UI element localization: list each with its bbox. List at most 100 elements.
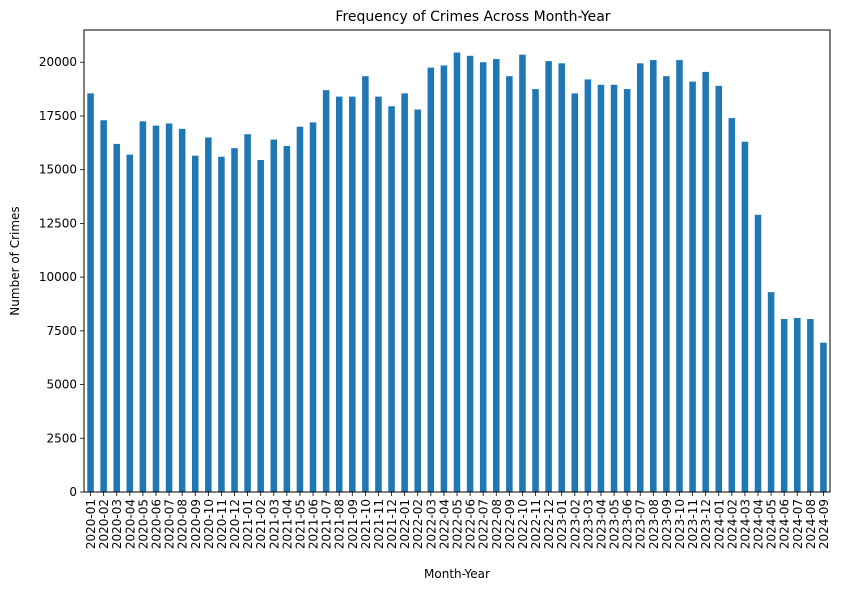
chart-title: Frequency of Crimes Across Month-Year <box>335 9 610 25</box>
x-tick-label: 2021-10 <box>359 499 373 549</box>
x-tick-label: 2020-02 <box>97 499 111 549</box>
x-tick-label: 2022-09 <box>503 499 517 549</box>
bar-2021-09 <box>349 96 356 493</box>
x-tick-label: 2021-12 <box>385 499 399 549</box>
bar-2023-10 <box>676 60 683 492</box>
y-tick-label: 17500 <box>39 109 77 123</box>
bar-2024-01 <box>715 85 723 493</box>
x-tick-label: 2023-02 <box>568 499 582 549</box>
bar-2022-01 <box>401 93 408 492</box>
bar-2023-05 <box>610 84 618 493</box>
bar-2020-03 <box>113 143 120 492</box>
bar-2022-10 <box>519 54 526 493</box>
bar-2021-12 <box>388 106 395 492</box>
bar-2020-04 <box>126 154 134 492</box>
bar-2020-05 <box>139 121 147 492</box>
x-axis: 2020-01 2020-02 2020-03 2020-04 2020-05 2020-… <box>84 492 831 549</box>
y-tick-label: 7500 <box>46 324 77 338</box>
x-tick-label: 2023-07 <box>634 499 648 549</box>
bar-2023-08 <box>650 60 657 492</box>
bar-2024-04 <box>754 214 762 493</box>
x-tick-label: 2020-09 <box>189 499 203 549</box>
x-tick-label: 2022-12 <box>542 499 556 549</box>
bar-2023-02 <box>571 93 579 492</box>
bar-2023-07 <box>636 63 644 493</box>
bar-2024-07 <box>794 317 801 492</box>
bar-2020-10 <box>205 137 212 492</box>
x-tick-label: 2024-03 <box>738 499 752 549</box>
x-tick-label: 2023-05 <box>608 499 622 549</box>
bar-2021-04 <box>283 146 291 493</box>
x-tick-label: 2022-08 <box>490 499 504 549</box>
x-tick-label: 2020-04 <box>123 499 137 549</box>
y-tick-label: 5000 <box>46 378 77 392</box>
y-axis-label: Number of Crimes <box>8 206 22 315</box>
x-tick-label: 2022-05 <box>451 499 465 549</box>
x-tick-label: 2023-12 <box>699 499 713 549</box>
y-tick-label: 2500 <box>46 431 77 445</box>
y-tick-label: 0 <box>69 485 77 499</box>
bars-group <box>87 52 827 493</box>
x-tick-label: 2023-11 <box>686 499 700 549</box>
bar-2021-01 <box>244 134 251 492</box>
bar-2020-06 <box>152 125 160 493</box>
bar-2023-01 <box>558 63 565 493</box>
bar-2022-08 <box>492 59 500 492</box>
bar-2021-07 <box>322 90 330 493</box>
x-tick-label: 2021-04 <box>280 499 294 549</box>
x-tick-label: 2020-05 <box>136 499 150 549</box>
x-tick-label: 2021-02 <box>254 499 268 549</box>
bar-2021-11 <box>375 96 382 493</box>
x-tick-label: 2023-04 <box>594 499 608 549</box>
x-tick-label: 2020-01 <box>84 499 98 549</box>
bar-2020-01 <box>87 93 94 492</box>
x-tick-label: 2024-04 <box>752 499 766 549</box>
x-tick-label: 2024-07 <box>791 499 805 549</box>
bar-2021-08 <box>335 96 343 493</box>
bar-2022-11 <box>532 89 539 492</box>
bar-2021-03 <box>270 139 278 492</box>
x-tick-label: 2023-09 <box>660 499 674 549</box>
bar-2023-09 <box>663 76 670 492</box>
bar-2024-06 <box>780 319 788 492</box>
x-tick-label: 2021-09 <box>346 499 360 549</box>
x-tick-label: 2020-08 <box>176 499 190 549</box>
bar-2023-04 <box>597 84 605 493</box>
plot-frame <box>83 29 831 493</box>
x-tick-label: 2023-03 <box>581 499 595 549</box>
x-tick-label: 2020-03 <box>110 499 124 549</box>
bar-2022-12 <box>545 61 552 492</box>
bar-2022-09 <box>506 76 513 492</box>
x-tick-label: 2022-02 <box>411 499 425 549</box>
bar-2023-12 <box>702 71 709 493</box>
x-tick-label: 2022-11 <box>529 499 543 549</box>
x-tick-label: 2021-01 <box>241 499 255 549</box>
bar-2020-08 <box>178 128 186 492</box>
x-tick-label: 2020-06 <box>149 499 163 549</box>
y-tick-label: 20000 <box>39 55 77 69</box>
x-tick-label: 2021-06 <box>307 499 321 549</box>
x-tick-label: 2022-03 <box>424 499 438 549</box>
x-tick-label: 2024-08 <box>804 499 818 549</box>
bar-2020-02 <box>100 120 107 492</box>
y-tick-label: 15000 <box>39 163 77 177</box>
x-tick-label: 2022-10 <box>516 499 530 549</box>
bar-2022-06 <box>466 55 474 492</box>
x-tick-label: 2023-01 <box>555 499 569 549</box>
x-tick-label: 2023-06 <box>621 499 635 549</box>
x-tick-label: 2020-07 <box>163 499 177 549</box>
x-tick-label: 2021-11 <box>372 499 386 549</box>
bar-2022-05 <box>453 52 461 493</box>
bar-2022-03 <box>427 67 435 492</box>
y-tick-label: 10000 <box>39 270 77 284</box>
bar-2024-09 <box>820 342 827 492</box>
bar-2024-05 <box>767 292 775 492</box>
x-tick-label: 2023-10 <box>673 499 687 549</box>
x-tick-label: 2020-10 <box>202 499 216 549</box>
x-tick-label: 2024-01 <box>712 499 726 549</box>
bar-2020-07 <box>165 123 173 492</box>
bar-2021-02 <box>257 160 264 492</box>
bar-2023-06 <box>623 89 631 492</box>
